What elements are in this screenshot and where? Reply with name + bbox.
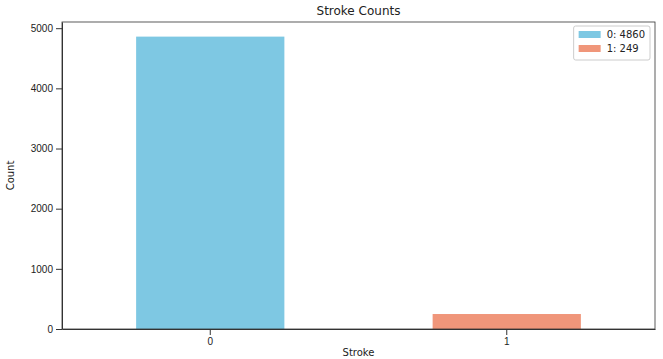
y-axis-title: Count — [5, 161, 16, 191]
y-axis: 0 1000 2000 3000 4000 5000 — [31, 23, 63, 335]
x-axis: 01 — [63, 329, 656, 347]
legend-swatch — [579, 31, 601, 38]
x-axis-line — [63, 329, 656, 330]
bar — [433, 314, 581, 329]
x-tick-label: 1 — [504, 336, 510, 347]
y-tick: 2000 — [31, 203, 62, 214]
legend-swatch — [579, 45, 601, 52]
y-tick-mark — [56, 88, 62, 89]
legend: 0: 4860 1: 249 — [574, 26, 650, 60]
y-tick-label: 1000 — [31, 264, 54, 275]
legend-entry: 0: 4860 — [579, 29, 645, 40]
x-tick: 0 — [207, 329, 213, 347]
y-axis-line — [62, 23, 63, 330]
legend-box — [574, 26, 650, 60]
y-tick-label: 3000 — [31, 143, 54, 154]
legend-label: 1: 249 — [607, 43, 639, 54]
y-tick-mark — [56, 329, 62, 330]
x-axis-title: Stroke — [343, 347, 375, 358]
plot-frame — [62, 22, 655, 329]
y-tick-mark — [56, 269, 62, 270]
x-tick: 1 — [504, 329, 510, 347]
y-tick: 5000 — [31, 23, 62, 34]
legend-entry: 1: 249 — [579, 43, 639, 54]
y-tick: 1000 — [31, 264, 62, 275]
y-tick: 4000 — [31, 83, 62, 94]
title: Stroke Counts — [317, 4, 401, 18]
y-tick-label: 0 — [47, 324, 53, 335]
y-tick: 3000 — [31, 143, 62, 154]
bar — [136, 37, 284, 329]
y-tick-label: 2000 — [31, 203, 54, 214]
y-tick-label: 4000 — [31, 83, 54, 94]
y-tick: 0 — [47, 324, 62, 335]
y-tick-mark — [56, 149, 62, 150]
y-tick-label: 5000 — [31, 23, 54, 34]
legend-label: 0: 4860 — [607, 29, 645, 40]
y-tick-mark — [56, 28, 62, 29]
x-tick-label: 0 — [207, 336, 213, 347]
x-tick-mark — [506, 329, 507, 335]
bars — [136, 37, 581, 329]
x-tick-mark — [210, 329, 211, 335]
y-tick-mark — [56, 209, 62, 210]
